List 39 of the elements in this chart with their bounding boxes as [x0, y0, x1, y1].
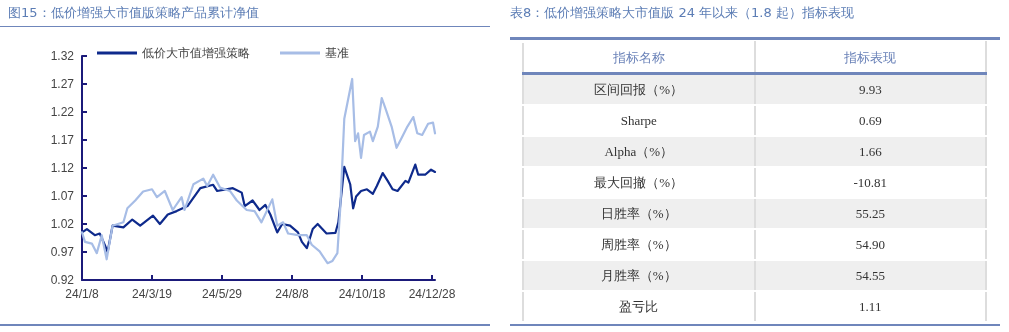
- y-tick-label: 0.92: [50, 273, 75, 287]
- text: 指标表现: [754, 42, 986, 74]
- x-tick-label: 24/10/18: [338, 287, 386, 301]
- category-label: 日胜率（%）: [523, 198, 755, 229]
- category-label: 盈亏比: [523, 291, 755, 322]
- text: 1.11: [859, 298, 882, 314]
- legend-label: 基准: [325, 46, 349, 60]
- category-label: Alpha（%）: [523, 136, 755, 167]
- y-tick-label: 1.17: [50, 133, 75, 147]
- text: 55.25: [855, 205, 885, 221]
- y-tick-label: 1.02: [50, 217, 75, 231]
- y-tick-label: 1.27: [50, 77, 75, 91]
- x-tick-label: 24/3/19: [131, 287, 173, 301]
- text: 54.55: [855, 267, 885, 283]
- x-tick-label: 24/5/29: [201, 287, 243, 301]
- category-label: 最大回撤（%）: [523, 167, 755, 198]
- x-tick-label: 24/8/8: [275, 287, 310, 301]
- line-series: [80, 77, 437, 265]
- x-tick-label: 24/1/8: [65, 287, 99, 301]
- chart-title: 图15：低价增强大市值版策略产品累计净值: [8, 4, 259, 22]
- legend-label: 低价大市值增强策略: [142, 46, 250, 60]
- category-label: 月胜率（%）: [523, 260, 755, 291]
- text: 指标名称: [523, 42, 755, 74]
- category-label: Sharpe: [523, 105, 755, 136]
- text: -10.81: [853, 174, 888, 190]
- text: 0.69: [858, 112, 882, 128]
- text: 9.93: [858, 81, 882, 97]
- text: 54.90: [855, 236, 885, 252]
- line-series: [80, 163, 437, 254]
- text: 表8：低价增强策略大市值版 24 年以来（1.8 起）指标表现: [510, 4, 854, 22]
- category-label: 区间回报（%）: [523, 73, 755, 105]
- category-label: 周胜率（%）: [523, 229, 755, 260]
- y-tick-label: 1.07: [50, 189, 75, 203]
- y-tick-label: 0.97: [50, 245, 75, 259]
- y-tick-label: 1.12: [50, 161, 75, 175]
- y-tick-label: 1.32: [50, 49, 75, 63]
- x-tick-label: 24/12/28: [408, 287, 456, 301]
- text: 1.66: [858, 143, 882, 159]
- y-tick-label: 1.22: [50, 105, 75, 119]
